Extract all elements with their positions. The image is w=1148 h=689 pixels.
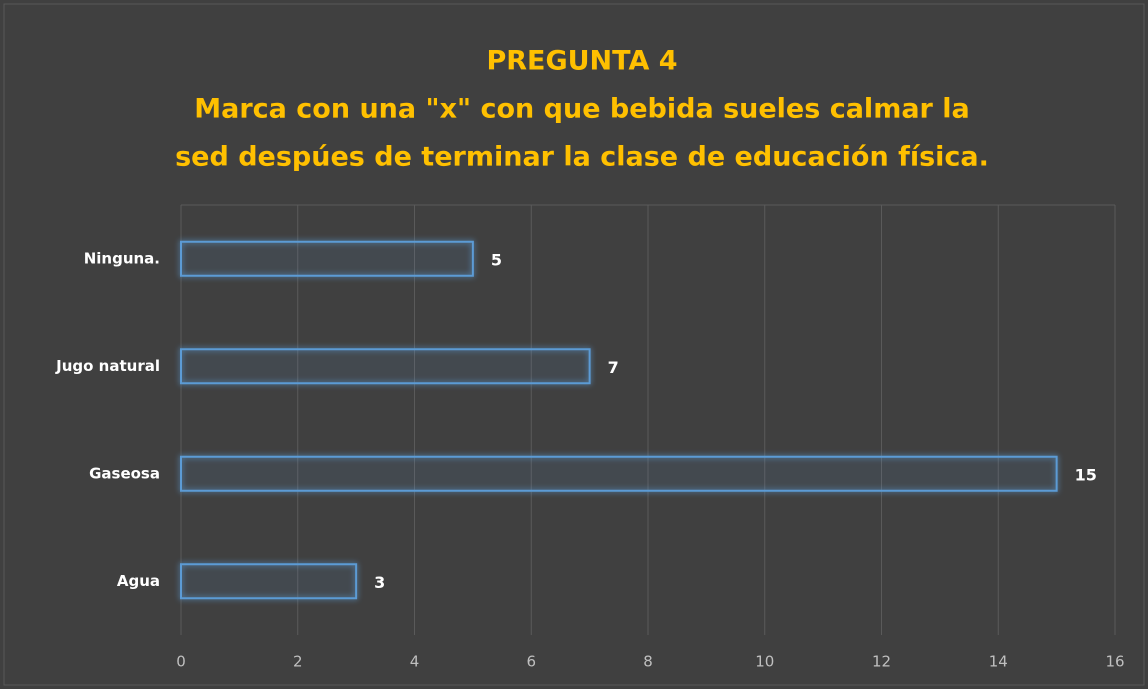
data-label: 7 [608, 358, 619, 377]
bar [180, 455, 1058, 492]
bar [180, 240, 474, 277]
x-tick-label: 16 [1105, 653, 1124, 671]
x-tick-label: 14 [989, 653, 1008, 671]
x-tick-label: 12 [872, 653, 891, 671]
y-tick-label: Jugo natural [55, 357, 160, 375]
bar [180, 563, 358, 600]
y-tick-label: Gaseosa [89, 464, 160, 482]
x-tick-label: 0 [176, 653, 186, 671]
x-tick-label: 8 [643, 653, 653, 671]
data-label: 3 [374, 573, 385, 592]
bar [180, 348, 591, 385]
x-tick-label: 4 [410, 653, 420, 671]
x-tick-label: 10 [755, 653, 774, 671]
chart-title: Marca con una "x" con que bebida sueles … [194, 94, 970, 125]
x-tick-label: 2 [293, 653, 303, 671]
x-tick-label: 6 [526, 653, 536, 671]
data-label: 5 [491, 250, 502, 269]
chart-title: sed despúes de terminar la clase de educ… [175, 142, 989, 173]
chart-title: PREGUNTA 4 [486, 46, 677, 77]
data-label: 15 [1075, 465, 1097, 484]
frame [3, 3, 1145, 686]
y-tick-label: Agua [117, 572, 160, 590]
y-tick-label: Ninguna. [84, 249, 160, 267]
